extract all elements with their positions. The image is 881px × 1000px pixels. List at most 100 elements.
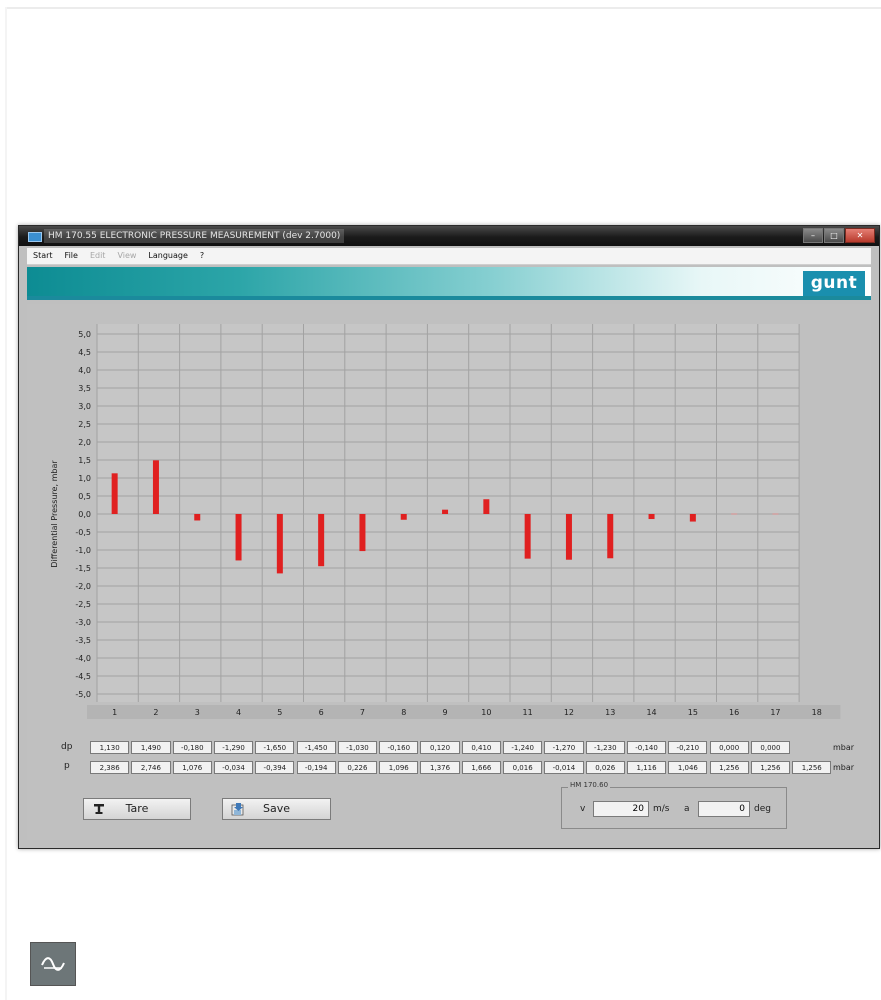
y-tick-label: -4,0 [75,654,91,663]
save-button[interactable]: Save [222,798,331,820]
bar-17 [772,513,779,515]
x-tick-label: 5 [277,708,282,717]
x-tick-label: 16 [729,708,739,717]
page-frame-top [5,7,881,9]
dp-value-15: -0,210 [668,741,708,754]
save-button-label: Save [262,802,290,815]
bar-2 [152,460,159,514]
x-header-strip [87,705,841,719]
p-value-10: 1,666 [461,761,501,774]
bar-15 [689,514,696,522]
bar-9 [442,509,449,514]
p-value-16: 1,256 [709,761,749,774]
maximize-button[interactable]: □ [824,228,844,243]
header-banner: gunt [27,267,871,300]
p-value-2: 2,746 [131,761,171,774]
p-value-12: -0,014 [544,761,584,774]
x-tick-label: 14 [646,708,656,717]
waveform-icon-button[interactable] [30,942,76,986]
p-row-label: p [64,761,70,771]
tare-button[interactable]: Tare [83,798,191,820]
x-tick-label: 13 [605,708,615,717]
dp-value-16: 0,000 [709,741,749,754]
save-icon [231,803,244,816]
app-icon [28,232,42,242]
close-button[interactable]: ✕ [845,228,875,243]
y-tick-label: -4,5 [75,672,91,681]
dp-value-17: 0,000 [750,741,791,754]
x-tick-label: 9 [443,708,448,717]
menu-item-help[interactable]: ? [199,251,205,260]
p-value-17: 1,256 [750,761,791,774]
y-tick-label: -2,0 [75,582,91,591]
tare-button-label: Tare [125,802,149,815]
x-tick-label: 4 [236,708,241,717]
y-tick-label: -5,0 [75,690,91,699]
p-value-8: 1,096 [379,761,419,774]
x-tick-label: 7 [360,708,365,717]
p-value-9: 1,376 [420,761,460,774]
y-tick-label: 5,0 [78,330,91,339]
banner-stripe [27,296,871,300]
y-axis-label: Differential Pressure, mbar [50,460,59,568]
minimize-button[interactable]: – [803,228,823,243]
y-tick-label: 0,5 [78,492,91,501]
dp-row-label: dp [61,742,73,752]
bar-5 [276,514,283,574]
y-tick-label: -0,5 [75,528,91,537]
menu-item-language[interactable]: Language [148,251,188,260]
p-value-4: -0,034 [213,761,254,774]
bar-8 [400,514,407,520]
dp-value-7: -1,030 [337,741,378,754]
y-tick-label: -1,0 [75,546,91,555]
title-bar[interactable]: HM 170.55 ELECTRONIC PRESSURE MEASUREMEN… [19,226,879,246]
y-tick-label: 4,0 [78,366,91,375]
y-tick-label: 2,0 [78,438,91,447]
page-frame-left [5,7,7,1000]
minimize-icon: – [811,231,815,240]
x-tick-label: 10 [481,708,491,717]
y-tick-label: 4,5 [78,348,91,357]
p-value-18: 1,256 [792,761,832,774]
dp-value-1: 1,130 [90,741,130,754]
p-value-7: 0,226 [337,761,378,774]
angle-unit: deg [754,804,771,814]
waveform-icon [41,957,65,971]
menu-item-edit[interactable]: Edit [89,251,106,260]
x-tick-label: 1 [112,708,117,717]
p-unit-label: mbar [833,763,855,772]
x-tick-label: 15 [688,708,698,717]
y-tick-label: 1,5 [78,456,91,465]
velocity-unit: m/s [653,804,670,814]
p-value-11: 0,016 [503,761,543,774]
bar-1 [111,473,118,514]
menu-item-start[interactable]: Start [33,251,53,260]
dp-value-3: -0,180 [172,741,212,754]
y-tick-label: 3,0 [78,402,91,411]
p-value-14: 1,116 [626,761,667,774]
dp-value-13: -1,230 [585,741,625,754]
group-title: HM 170.60 [568,781,611,789]
angle-field[interactable]: 0 [698,801,750,817]
menu-item-file[interactable]: File [64,251,78,260]
bar-14 [648,514,655,520]
p-value-15: 1,046 [668,761,708,774]
dp-value-14: -0,140 [626,741,667,754]
dp-value-9: 0,120 [420,741,460,754]
menu-item-view[interactable]: View [117,251,137,260]
x-tick-label: 11 [523,708,533,717]
dp-value-12: -1,270 [544,741,584,754]
y-tick-label: -1,5 [75,564,91,573]
dp-value-10: 0,410 [461,741,501,754]
y-tick-label: 1,0 [78,474,91,483]
x-tick-label: 8 [401,708,406,717]
bar-4 [235,514,242,561]
p-value-13: 0,026 [585,761,625,774]
x-tick-label: 2 [153,708,158,717]
velocity-field[interactable]: 20 [593,801,649,817]
dp-value-6: -1,450 [296,741,336,754]
bar-6 [318,514,325,567]
x-tick-label: 6 [319,708,324,717]
x-tick-label: 18 [812,708,822,717]
x-tick-label: 12 [564,708,574,717]
